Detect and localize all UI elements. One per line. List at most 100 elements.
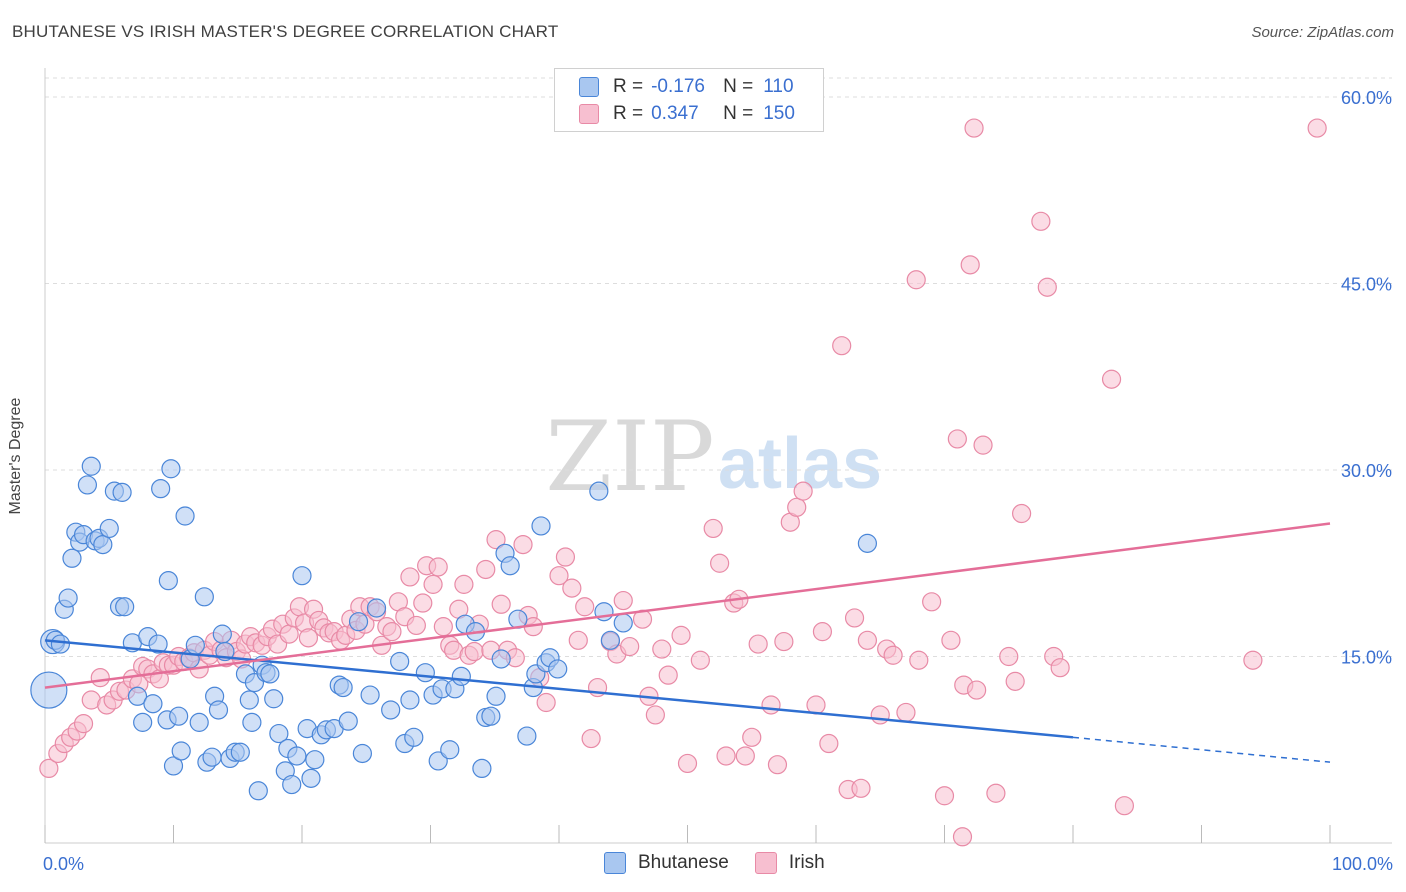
irish-point <box>851 778 871 798</box>
irish-point <box>1050 658 1070 678</box>
irish-point <box>819 733 839 754</box>
irish-point <box>1101 369 1122 389</box>
legend-r-value: 0.347 <box>651 103 699 124</box>
irish-point <box>382 622 402 642</box>
series-legend: Bhutanese Irish <box>604 852 851 874</box>
irish-point <box>433 617 453 637</box>
bhutanese-point <box>175 506 195 526</box>
bhutanese-point <box>133 712 153 732</box>
bhutanese-point <box>287 746 307 766</box>
irish-point <box>964 118 984 138</box>
bhutanese-point <box>531 516 551 536</box>
irish-point <box>793 481 813 501</box>
legend-r-label: R = <box>613 103 644 124</box>
irish-point <box>279 624 299 644</box>
irish-point <box>896 702 916 723</box>
legend-n-value: 110 <box>763 76 794 97</box>
irish-point <box>909 650 929 670</box>
irish-point <box>400 567 420 587</box>
bhutanese-point <box>143 694 163 714</box>
irish-point <box>1307 118 1327 138</box>
chart-title: BHUTANESE VS IRISH MASTER'S DEGREE CORRE… <box>12 22 559 41</box>
bhutanese-point <box>161 459 181 479</box>
bhutanese-point <box>404 727 424 747</box>
irish-point <box>748 634 768 654</box>
bhutanese-point <box>301 768 321 788</box>
bhutanese-point <box>58 588 78 608</box>
irish-point <box>677 753 698 774</box>
bhutanese-point <box>352 743 372 764</box>
irish-point <box>735 746 755 766</box>
legend-row-irish: R = 0.347 N = 150 <box>579 102 795 126</box>
irish-point <box>581 728 601 749</box>
legend-r-value: -0.176 <box>651 76 705 97</box>
x-tick-label: 0.0% <box>43 854 84 874</box>
bhutanese-point <box>269 723 289 744</box>
irish-point <box>832 336 852 356</box>
bhutanese-point <box>333 677 353 698</box>
bhutanese-point <box>292 566 312 586</box>
irish-point <box>298 628 319 648</box>
irish-point <box>1243 650 1263 670</box>
irish-point <box>883 645 903 665</box>
irish-point <box>549 566 569 586</box>
irish-point <box>39 758 59 779</box>
irish-point <box>774 631 794 652</box>
bhutanese-point <box>440 740 460 760</box>
tick-labels: 15.0% 30.0% 45.0% 60.0% 0.0% 100.0% <box>43 88 1393 874</box>
bhutanese-point <box>158 571 178 591</box>
irish-point <box>555 547 576 567</box>
legend-irish-label: Irish <box>788 852 825 873</box>
bhutanese-point <box>600 630 621 650</box>
bhutanese-point <box>415 663 435 683</box>
irish-point <box>454 574 474 594</box>
bhutanese-point <box>613 613 633 633</box>
irish-point <box>1011 503 1032 524</box>
bhutanese-point <box>212 624 232 644</box>
bhutanese-point <box>81 456 101 476</box>
irish-point <box>658 665 678 685</box>
irish-point <box>761 695 781 715</box>
y-tick-label: 60.0% <box>1341 88 1392 108</box>
irish-point <box>952 827 973 847</box>
y-tick-label: 15.0% <box>1341 648 1392 668</box>
irish-point <box>428 557 448 577</box>
bhutanese-point <box>360 685 380 705</box>
bhutanese-point <box>282 774 302 795</box>
bhutanese-point <box>517 726 537 746</box>
irish-point <box>486 530 506 550</box>
axes <box>44 68 1392 844</box>
irish-point <box>575 597 595 617</box>
bhutanese-point <box>472 758 492 779</box>
bhutanese-point <box>163 756 184 776</box>
bhutanese-swatch <box>579 77 599 97</box>
irish-point <box>690 650 710 670</box>
irish-point <box>423 574 443 594</box>
irish-point <box>703 518 723 539</box>
bhutanese-swatch <box>604 852 626 874</box>
bhutanese-point <box>208 700 229 720</box>
bhutanese-point <box>548 659 568 679</box>
irish-point <box>1037 277 1057 297</box>
bhutanese-point <box>169 706 189 726</box>
bhutanese-point <box>305 750 325 770</box>
irish-point <box>413 593 433 613</box>
bhutanese-point <box>151 479 171 499</box>
y-tick-label: 45.0% <box>1341 275 1392 295</box>
irish-point <box>906 270 926 290</box>
irish-point <box>960 255 980 275</box>
irish-point <box>1114 796 1135 816</box>
bhutanese-point <box>230 742 250 762</box>
bhutanese-point <box>338 711 358 731</box>
bhutanese-point <box>148 634 168 654</box>
bhutanese-point <box>348 612 369 632</box>
irish-point <box>476 559 496 580</box>
bhutanese-point <box>390 651 410 672</box>
irish-point <box>710 553 730 573</box>
irish-point <box>645 705 665 725</box>
bhutanese-point <box>185 635 205 655</box>
irish-point <box>742 727 762 747</box>
irish-point <box>812 622 833 642</box>
legend-n-label: N = <box>723 76 754 97</box>
